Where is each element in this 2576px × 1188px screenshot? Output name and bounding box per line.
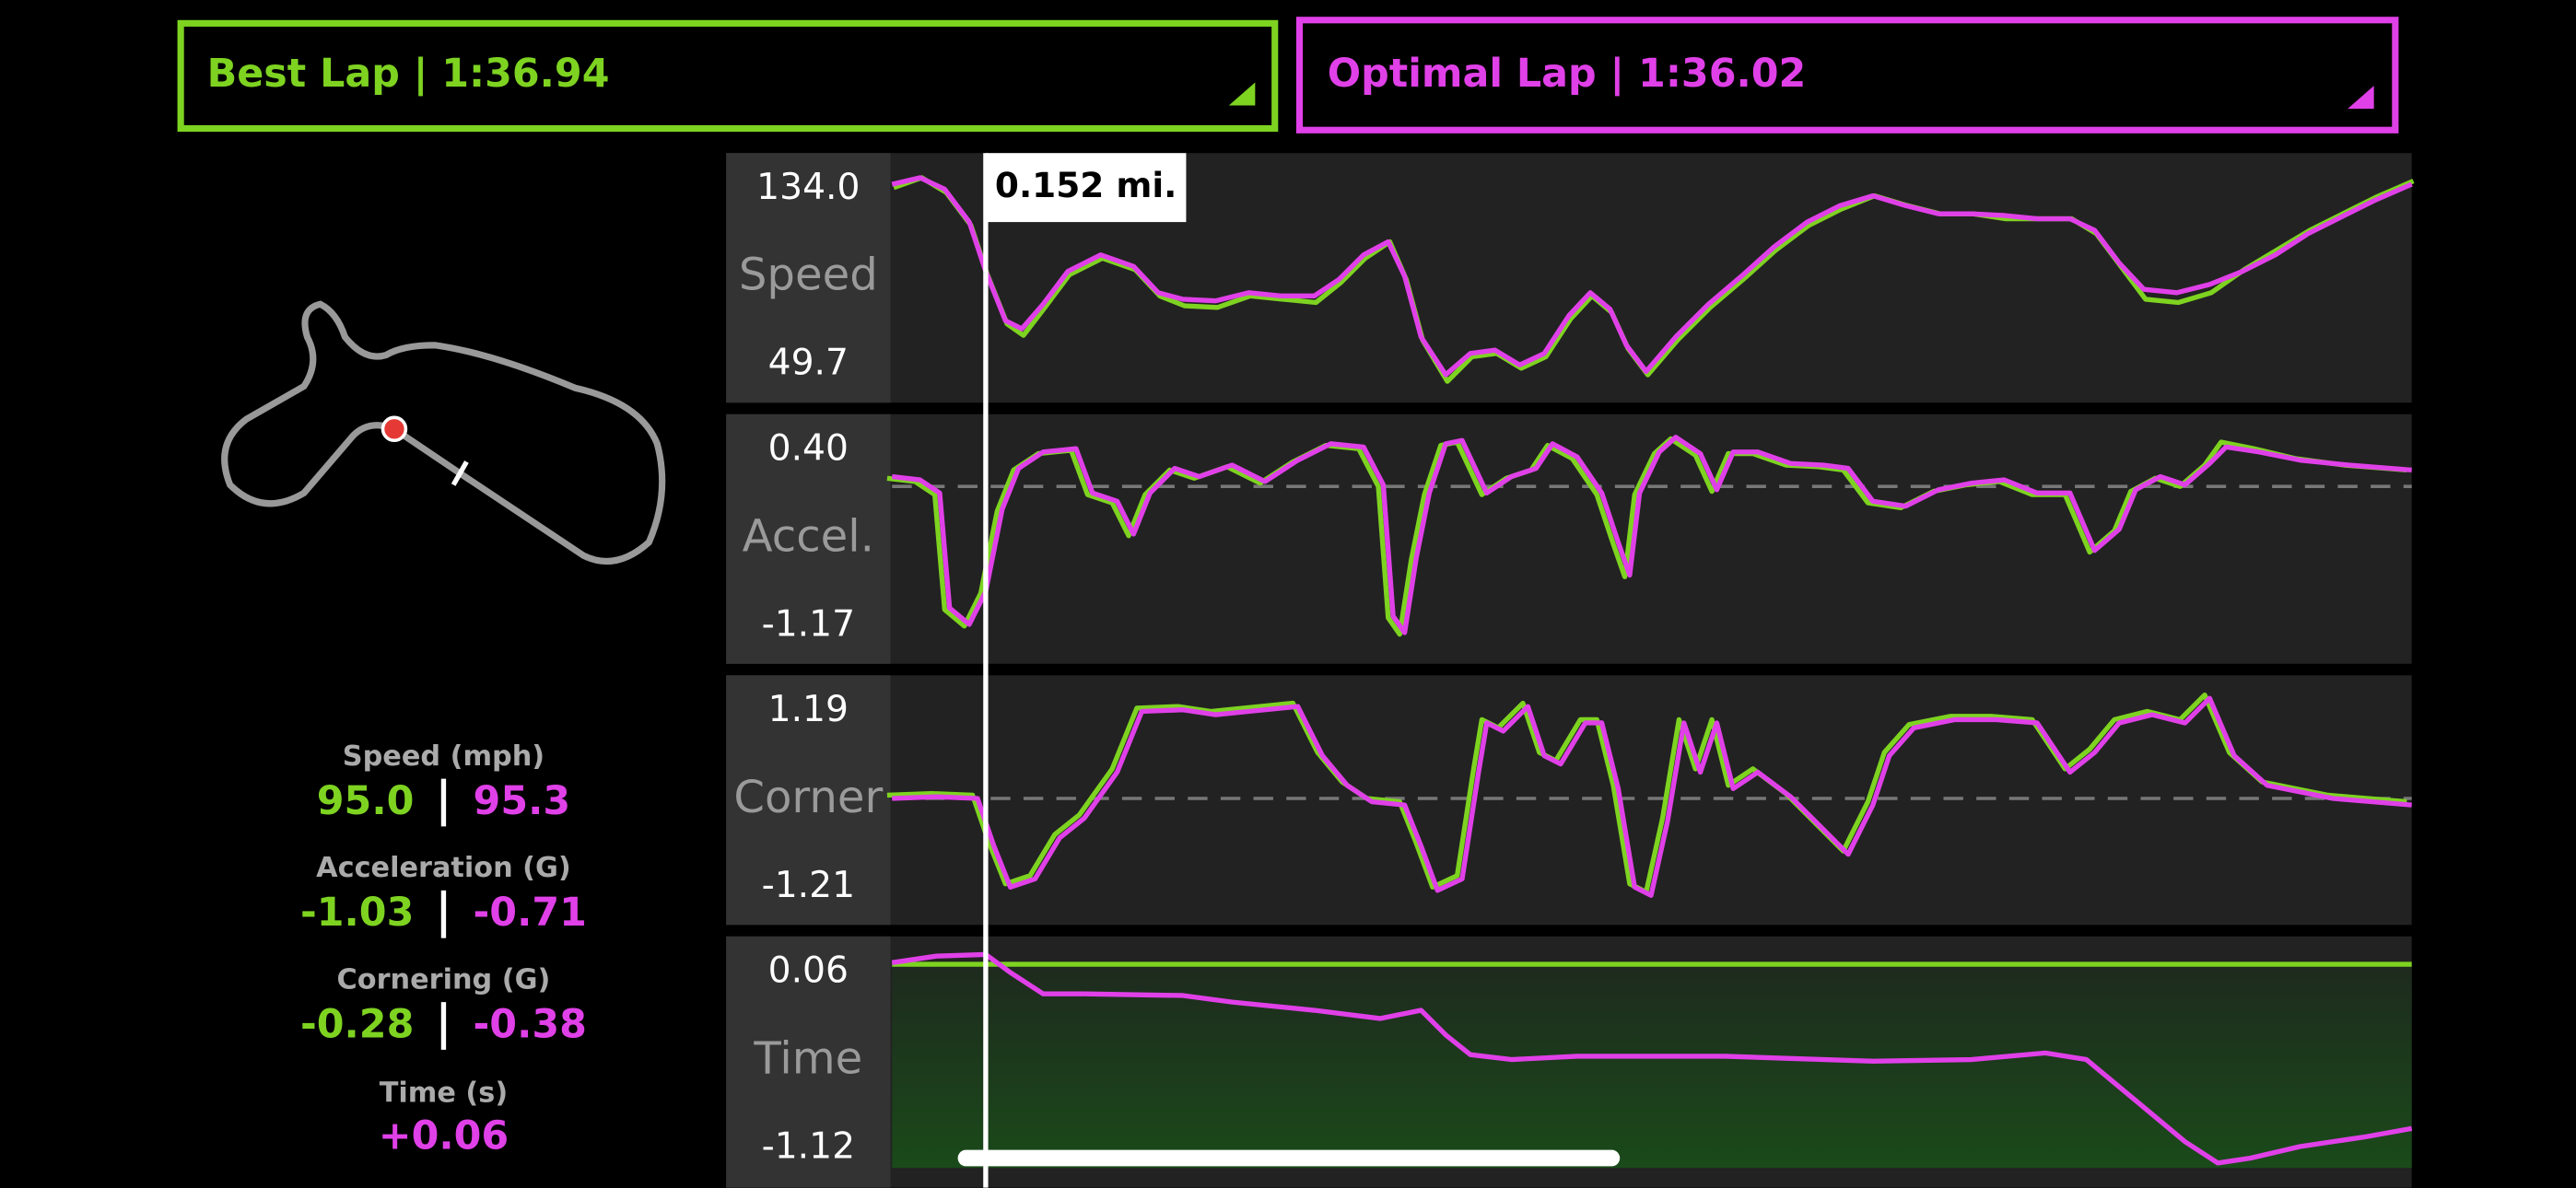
- best-trace: [886, 436, 2407, 637]
- time-panel: [726, 936, 2413, 1188]
- axis-max: 0.06: [768, 950, 849, 992]
- stat-label: Cornering (G): [337, 963, 551, 996]
- optimal-value: -0.71: [474, 890, 587, 936]
- stat-label: Acceleration (G): [316, 852, 571, 884]
- axis-min: 49.7: [768, 343, 849, 384]
- stat-label: Time (s): [380, 1077, 508, 1109]
- optimal-trace: [891, 951, 2413, 1166]
- stat-label: Speed (mph): [343, 740, 544, 773]
- axis-max: 134.0: [756, 167, 860, 208]
- axis-max: 0.40: [768, 427, 849, 469]
- home-indicator[interactable]: [957, 1149, 1621, 1167]
- cursor-label-bg: [985, 153, 1187, 223]
- dropdown-icon: [1228, 82, 1256, 106]
- label-column: [726, 675, 891, 926]
- optimal-value: 95.3: [474, 778, 571, 824]
- best-value: 95.0: [317, 778, 415, 824]
- panel-name: Corner: [733, 772, 883, 823]
- accel-panel: [726, 413, 2412, 664]
- axis-min: -1.17: [762, 603, 855, 645]
- label-column: [726, 413, 891, 664]
- cursor-label: 0.152 mi.: [995, 165, 1177, 205]
- optimal-lap-dropdown[interactable]: [1295, 17, 2399, 134]
- best-value: -0.28: [300, 1001, 414, 1047]
- axis-min: -1.21: [762, 865, 855, 906]
- track-map: [221, 300, 666, 565]
- time-value: +0.06: [379, 1113, 509, 1159]
- car-position: [381, 415, 408, 443]
- best-lap-dropdown[interactable]: [177, 19, 1279, 133]
- label-column: [726, 153, 891, 403]
- optimal-lap-label: Optimal Lap | 1:36.02: [1328, 51, 1806, 97]
- axis-max: 1.19: [768, 689, 849, 730]
- dropdown-icon: [2348, 86, 2374, 110]
- panel-name: Time: [753, 1032, 862, 1084]
- optimal-trace: [891, 435, 2412, 635]
- best-lap-label: Best Lap | 1:36.94: [207, 51, 610, 97]
- optimal-trace: [892, 695, 2412, 898]
- axis-min: -1.12: [762, 1125, 855, 1167]
- speed-panel: [726, 153, 2415, 403]
- start-finish-line: [451, 460, 469, 486]
- best-value: -1.03: [300, 890, 414, 936]
- panel-name: Accel.: [743, 510, 874, 562]
- panel-name: Speed: [739, 250, 878, 301]
- panel-bg: [726, 153, 2412, 403]
- corner-panel: [726, 675, 2412, 926]
- label-column: [726, 936, 891, 1188]
- optimal-trace: [891, 175, 2413, 378]
- optimal-value: -0.38: [474, 1001, 587, 1047]
- delta-fill: [892, 964, 2412, 1169]
